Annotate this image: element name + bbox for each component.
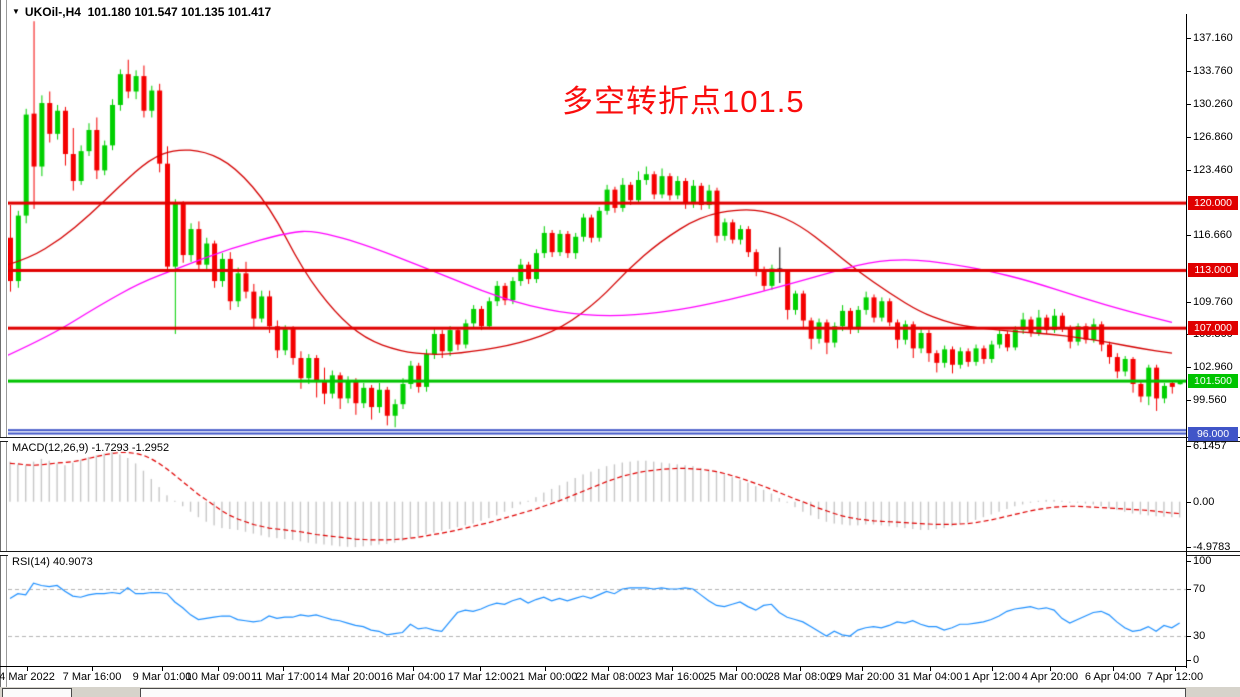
macd-panel	[8, 441, 1186, 551]
price-tick-mark	[1187, 301, 1191, 303]
time-axis-label: 29 Mar 20:00	[829, 671, 895, 683]
rsi-name: RSI(14)	[12, 556, 50, 568]
time-axis-label: 31 Mar 04:00	[897, 671, 963, 683]
time-tick-mark	[800, 667, 801, 671]
time-axis-label: 16 Mar 04:00	[380, 671, 446, 683]
rsi-tick-mark	[1187, 660, 1191, 661]
rsi-tick-mark	[1187, 589, 1191, 590]
rsi-tick-label: 0	[1193, 654, 1200, 666]
time-tick-mark	[992, 667, 993, 671]
time-tick-mark	[1050, 667, 1051, 671]
rsi-tick-mark	[1187, 636, 1191, 637]
chart-text-annotation[interactable]: 多空转折点101.5	[562, 84, 805, 119]
time-axis-label: 9 Mar 01:00	[132, 671, 192, 683]
time-tick-mark	[930, 667, 931, 671]
time-axis-label: 4 Mar 2022	[0, 671, 55, 683]
time-tick-mark	[92, 667, 93, 671]
rsi-tick-mark	[1187, 561, 1191, 562]
price-axis-line	[1186, 14, 1187, 668]
price-tick-label: 99.560	[1193, 393, 1227, 406]
time-axis-label: 4 Apr 20:00	[1021, 671, 1079, 683]
macd-tick-label: 0.00	[1193, 495, 1215, 508]
time-tick-mark	[608, 667, 609, 671]
time-tick-mark	[162, 667, 163, 671]
bottom-panel-segment-left[interactable]	[2, 688, 72, 697]
rsi-panel	[8, 555, 1186, 666]
window-border-left-inner	[6, 0, 7, 697]
price-tick-mark	[1187, 38, 1191, 39]
price-tick-label: 130.260	[1193, 98, 1233, 111]
time-tick-mark	[218, 667, 219, 671]
time-tick-mark	[736, 667, 737, 671]
rsi-tick-label: 30	[1193, 630, 1206, 642]
price-tick-mark	[1187, 137, 1191, 139]
macd-canvas[interactable]	[8, 441, 1186, 551]
time-axis-label: 11 Mar 17:00	[250, 671, 316, 683]
price-tick-mark	[1187, 334, 1191, 336]
rsi-tick-label: 70	[1193, 583, 1206, 595]
price-line-badge: 107.000	[1188, 321, 1238, 336]
window-border-left-outer	[0, 0, 1, 697]
rsi-label: RSI(14) 40.9073	[12, 556, 93, 568]
price-chart-canvas[interactable]	[8, 14, 1186, 437]
price-tick-label: 137.160	[1193, 32, 1233, 44]
time-axis-label: 6 Apr 04:00	[1084, 671, 1142, 683]
price-line-badge: 113.000	[1188, 263, 1238, 278]
time-tick-mark	[1175, 667, 1176, 671]
chart-symbol-period: UKOil-,H4	[24, 5, 81, 19]
time-tick-mark	[283, 667, 284, 671]
rsi-value: 40.9073	[52, 556, 93, 568]
price-tick-mark	[1187, 104, 1191, 106]
bottom-panel-segment-right[interactable]	[140, 688, 1186, 697]
macd-name: MACD(12,26,9)	[12, 442, 89, 454]
price-line-badge: 120.000	[1188, 196, 1238, 211]
time-axis-label: 10 Mar 09:00	[185, 671, 251, 683]
time-axis-label: 21 Mar 00:00	[512, 671, 578, 683]
price-tick-label: 123.460	[1193, 163, 1233, 176]
time-axis-label: 17 Mar 12:00	[447, 671, 513, 683]
time-axis-label: 7 Apr 12:00	[1146, 671, 1204, 683]
price-tick-label: 126.860	[1193, 131, 1233, 144]
price-chart-panel	[8, 14, 1186, 437]
time-tick-mark	[862, 667, 863, 671]
time-tick-mark	[672, 667, 673, 671]
price-line-badge: 101.500	[1188, 374, 1238, 389]
chart-title: ▼ UKOil-,H4 101.180 101.547 101.135 101.4…	[12, 5, 271, 19]
macd-tick-mark	[1187, 547, 1191, 549]
time-tick-mark	[545, 667, 546, 671]
price-tick-mark	[1187, 235, 1191, 237]
price-tick-label: 133.760	[1193, 64, 1233, 77]
time-axis-label: 25 Mar 00:00	[703, 671, 769, 683]
time-axis-label: 14 Mar 20:00	[315, 671, 381, 683]
time-axis-label: 23 Mar 16:00	[639, 671, 705, 683]
price-tick-mark	[1187, 169, 1191, 171]
chart-dropdown-icon[interactable]: ▼	[12, 7, 20, 16]
time-axis-label: 7 Mar 16:00	[62, 671, 122, 683]
time-tick-mark	[348, 667, 349, 671]
rsi-canvas[interactable]	[8, 555, 1186, 666]
bottom-window-strip	[0, 687, 1240, 697]
macd-values: -1.7293 -1.2952	[91, 442, 170, 454]
price-tick-label: 109.760	[1193, 295, 1233, 308]
time-tick-mark	[480, 667, 481, 671]
price-tick-mark	[1187, 367, 1191, 369]
chart-ohlc-values: 101.180 101.547 101.135 101.417	[87, 5, 272, 19]
time-tick-mark	[1113, 667, 1114, 671]
rsi-tick-label: 100	[1193, 555, 1212, 567]
price-tick-mark	[1187, 399, 1191, 401]
time-axis-label: 22 Mar 08:00	[575, 671, 641, 683]
macd-label: MACD(12,26,9) -1.7293 -1.2952	[12, 442, 169, 454]
price-tick-label: 102.960	[1193, 361, 1233, 374]
time-axis-line	[0, 666, 1186, 667]
price-tick-mark	[1187, 70, 1191, 72]
macd-tick-mark	[1187, 445, 1191, 447]
macd-tick-mark	[1187, 501, 1191, 503]
time-tick-mark	[413, 667, 414, 671]
time-tick-mark	[27, 667, 28, 671]
time-axis-label: 28 Mar 08:00	[767, 671, 833, 683]
time-axis-label: 1 Apr 12:00	[963, 671, 1021, 683]
price-tick-label: 106.360	[1193, 328, 1233, 341]
price-tick-label: 116.660	[1193, 229, 1232, 242]
